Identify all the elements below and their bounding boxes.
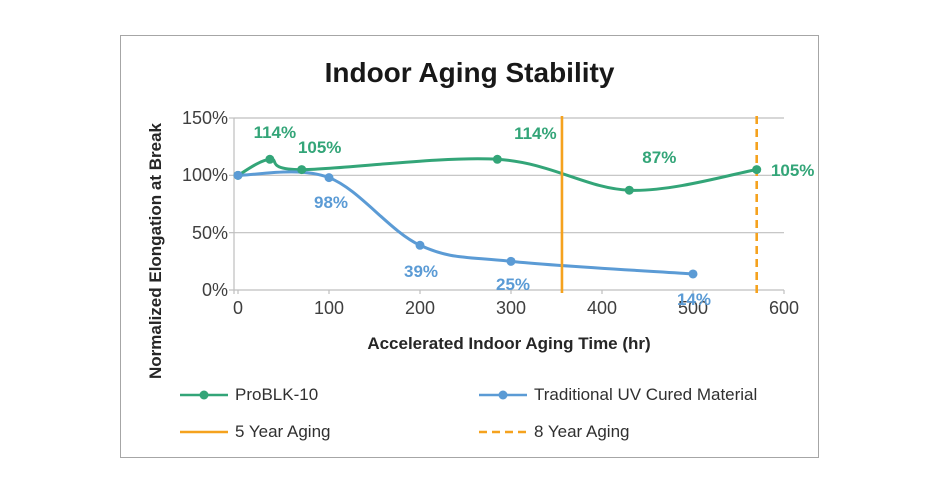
data-point-marker bbox=[624, 185, 634, 195]
legend-item-traditional-uv: Traditional UV Cured Material bbox=[478, 384, 757, 406]
legend-item-problk-10: ProBLK-10 bbox=[179, 384, 318, 406]
legend-label-8-year-aging: 8 Year Aging bbox=[534, 422, 630, 441]
legend-label-traditional-uv: Traditional UV Cured Material bbox=[534, 385, 758, 404]
data-point-marker bbox=[324, 173, 334, 183]
legend-swatch-5-year-aging-line-icon bbox=[179, 425, 229, 439]
data-point-marker bbox=[492, 154, 502, 164]
data-point-marker bbox=[297, 165, 307, 175]
legend-swatch-8-year-aging-dashed-line-icon bbox=[478, 425, 528, 439]
x-axis-title: Accelerated Indoor Aging Time (hr) bbox=[367, 334, 651, 353]
data-point-marker bbox=[752, 165, 762, 175]
legend-item-5-year-aging: 5 Year Aging bbox=[179, 421, 330, 443]
legend-swatch-problk-10-line-icon bbox=[179, 388, 229, 402]
plot-area bbox=[229, 116, 785, 294]
data-point-marker bbox=[233, 170, 243, 180]
legend-swatch-traditional-uv-line-icon bbox=[478, 388, 528, 402]
series-line-traditional-uv-cured-material bbox=[236, 170, 695, 276]
legend-label-5-year-aging: 5 Year Aging bbox=[235, 422, 331, 441]
legend-item-8-year-aging: 8 Year Aging bbox=[478, 421, 629, 443]
chart-panel: Indoor Aging Stability Normalized Elonga… bbox=[120, 35, 819, 458]
data-point-marker bbox=[506, 256, 516, 266]
data-point-marker bbox=[265, 154, 275, 164]
legend-label-problk-10: ProBLK-10 bbox=[235, 385, 319, 404]
data-point-marker bbox=[415, 240, 425, 250]
chart-title: Indoor Aging Stability bbox=[324, 57, 615, 88]
data-point-marker bbox=[688, 269, 698, 279]
